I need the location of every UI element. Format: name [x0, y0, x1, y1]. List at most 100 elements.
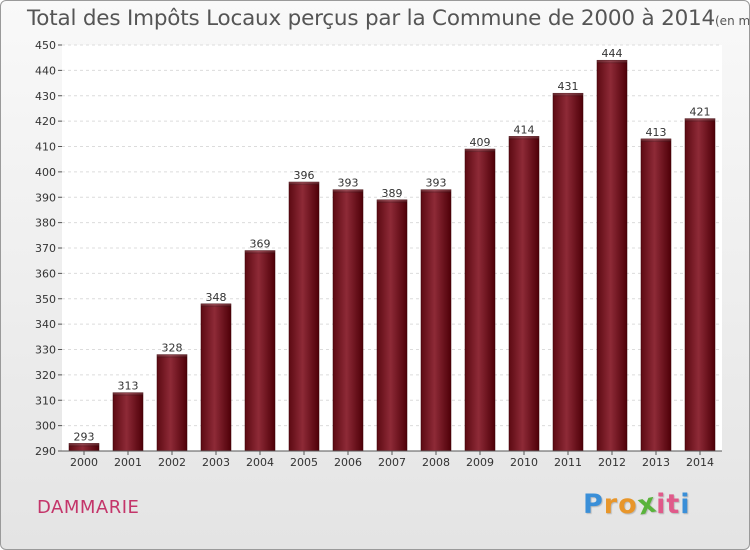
bar-cap [69, 443, 99, 447]
y-tick-label: 390 [35, 191, 56, 204]
data-label: 393 [338, 177, 359, 190]
logo-letter: o [618, 489, 638, 520]
bar-cap [597, 60, 627, 64]
bar [112, 392, 144, 452]
data-label: 413 [646, 126, 667, 139]
y-tick-label: 410 [35, 141, 56, 154]
bar-cap [201, 303, 231, 307]
bar [376, 199, 408, 452]
y-tick-label: 300 [35, 420, 56, 433]
x-tick-label: 2010 [510, 456, 538, 469]
x-tick-label: 2002 [158, 456, 186, 469]
logo-letter: t [666, 489, 681, 520]
x-tick-label: 2000 [70, 456, 98, 469]
y-tick-label: 430 [35, 90, 56, 103]
proxiti-logo: Proxiti [583, 487, 691, 521]
y-tick-label: 320 [35, 369, 56, 382]
data-label: 293 [74, 430, 95, 443]
x-tick-label: 2011 [554, 456, 582, 469]
bar-2011 [552, 92, 584, 452]
data-label: 348 [206, 291, 227, 304]
bar-2000 [68, 443, 100, 452]
bar-2005 [288, 181, 320, 452]
y-tick-label: 450 [35, 39, 56, 52]
bar-2008 [420, 189, 452, 452]
bar [684, 118, 716, 452]
data-label: 393 [426, 177, 447, 190]
y-tick-label: 350 [35, 293, 56, 306]
x-tick-label: 2012 [598, 456, 626, 469]
bar [420, 189, 452, 452]
bar [156, 354, 188, 452]
data-label: 369 [250, 238, 271, 251]
bar [244, 250, 276, 452]
y-tick-label: 440 [35, 64, 56, 77]
bar-2010 [508, 136, 540, 452]
bar [332, 189, 364, 452]
y-tick-label: 340 [35, 318, 56, 331]
y-tick-label: 420 [35, 115, 56, 128]
bar-2013 [640, 138, 672, 452]
data-label: 313 [118, 380, 139, 393]
data-label: 396 [294, 169, 315, 182]
x-tick-label: 2006 [334, 456, 362, 469]
x-tick-label: 2009 [466, 456, 494, 469]
bar [288, 181, 320, 452]
y-tick-label: 400 [35, 166, 56, 179]
x-tick-label: 2007 [378, 456, 406, 469]
bar-cap [553, 93, 583, 97]
bar-cap [641, 138, 671, 142]
bar-2009 [464, 148, 496, 452]
data-labels: 293 313 328 348 369 396 393 389 393 409 414 431 444 4… [74, 47, 711, 443]
bar [552, 92, 584, 452]
chart-title-text: Total des Impôts Locaux perçus par la Co… [27, 6, 715, 31]
bar-cap [377, 199, 407, 203]
x-tick-label: 2014 [686, 456, 714, 469]
bar [200, 303, 232, 452]
logo-letter: P [583, 489, 604, 520]
bar-cap [509, 136, 539, 140]
x-axis-ticks: 2000 2001 2002 2003 2004 2005 2006 2007 2008 2009… [70, 451, 714, 469]
bar-2012 [596, 59, 628, 452]
bar [508, 136, 540, 452]
bar [596, 59, 628, 452]
chart-title: Total des Impôts Locaux perçus par la Co… [27, 6, 749, 31]
bar-2007 [376, 199, 408, 452]
x-tick-label: 2003 [202, 456, 230, 469]
y-tick-label: 380 [35, 217, 56, 230]
bar-2014 [684, 118, 716, 452]
bar-cap [157, 354, 187, 358]
data-label: 444 [602, 47, 623, 60]
bar-cap [245, 250, 275, 254]
data-label: 409 [470, 136, 491, 149]
data-label: 328 [162, 342, 183, 355]
y-tick-label: 330 [35, 344, 56, 357]
x-tick-label: 2013 [642, 456, 670, 469]
logo-letter: r [603, 489, 619, 520]
x-tick-label: 2001 [114, 456, 142, 469]
data-label: 389 [382, 187, 403, 200]
x-tick-label: 2004 [246, 456, 274, 469]
y-axis-ticks: 290 300 310 320 330 340 350 360 370 380 390 400 410 4… [35, 39, 62, 458]
data-label: 414 [514, 123, 535, 136]
bar-cap [421, 189, 451, 193]
x-tick-label: 2005 [290, 456, 318, 469]
bar [464, 148, 496, 452]
commune-name: DAMMARIE [37, 497, 140, 518]
bar-2004 [244, 250, 276, 452]
bar [640, 138, 672, 452]
data-label: 421 [690, 106, 711, 119]
bar-cap [685, 118, 715, 122]
bar-cap [289, 182, 319, 186]
y-tick-label: 360 [35, 267, 56, 280]
data-label: 431 [558, 80, 579, 93]
logo-letter: i [680, 489, 691, 520]
y-tick-label: 310 [35, 394, 56, 407]
bars [68, 59, 716, 452]
bar-2001 [112, 392, 144, 452]
bar-2003 [200, 303, 232, 452]
x-tick-label: 2008 [422, 456, 450, 469]
y-tick-label: 370 [35, 242, 56, 255]
